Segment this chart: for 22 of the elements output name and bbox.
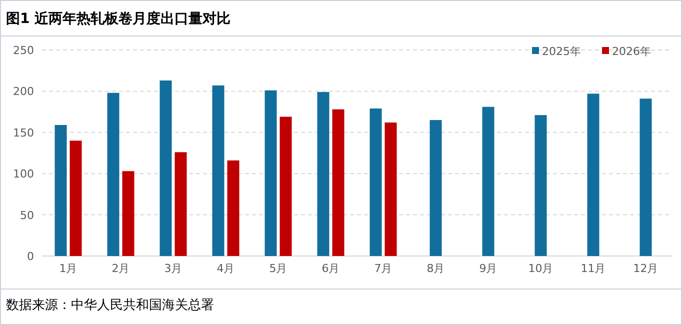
x-tick-label: 9月 [479,262,498,275]
y-tick-label: 150 [13,126,34,140]
x-tick-label: 4月 [216,262,235,275]
x-tick-label: 2月 [112,262,130,275]
x-tick-label: 6月 [322,262,340,275]
x-tick-label: 5月 [269,262,288,275]
chart-title: 图1 近两年热轧板卷月度出口量对比 [6,10,231,27]
legend-label: 2026年 [612,45,651,58]
y-tick-label: 0 [27,250,34,263]
x-tick-label: 12月 [633,262,658,275]
x-tick-label: 11月 [580,262,606,275]
source-note: 数据来源：中华人民共和国海关总署 [6,298,214,313]
x-tick-label: 3月 [164,262,182,275]
y-tick-label: 100 [13,168,34,181]
x-tick-label: 10月 [528,262,554,275]
y-tick-label: 200 [13,85,34,98]
legend-label: 2025年 [542,45,581,58]
x-tick-label: 8月 [426,262,445,275]
x-tick-label: 1月 [59,262,78,275]
y-tick-label: 50 [20,208,34,222]
x-tick-label: 7月 [374,262,392,275]
y-tick-label: 250 [13,44,34,57]
